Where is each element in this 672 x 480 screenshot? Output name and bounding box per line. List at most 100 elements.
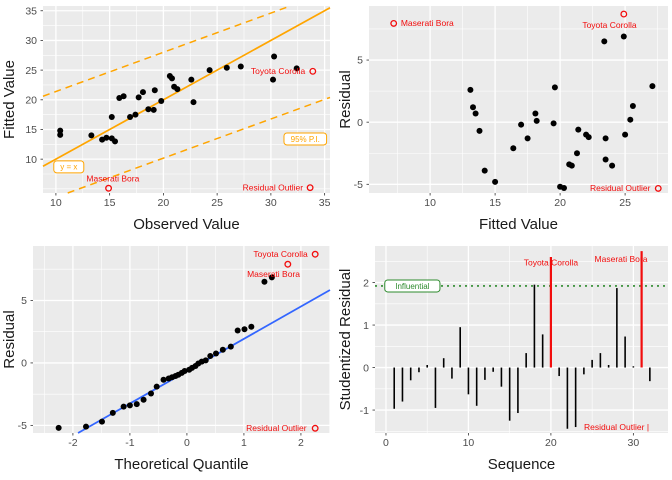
- y-axis-title: Fitted Value: [1, 60, 18, 139]
- data-point: [629, 103, 636, 110]
- grid-layer: [375, 246, 668, 433]
- reference-line: [42, 7, 331, 168]
- y-tick-label: 0: [21, 358, 27, 370]
- panel-residual-vs-fitted: 10 15 20 25 -5 0 5 Maserati Bora Toyota Corolla R…: [336, 0, 672, 240]
- x-tick-label: -1: [125, 437, 134, 449]
- x-tick-label: 10: [50, 197, 62, 209]
- x-tick-label: 20: [545, 437, 557, 449]
- x-tick-label: 20: [554, 197, 566, 209]
- data-point: [126, 402, 133, 409]
- data-point: [293, 65, 300, 72]
- data-point: [135, 94, 142, 101]
- y-tick-label: -5: [18, 420, 27, 432]
- x-tick-label: 15: [104, 197, 116, 209]
- data-point: [574, 150, 580, 157]
- data-point: [585, 134, 592, 141]
- outlier-marker: [620, 10, 628, 18]
- legend-marker: [654, 184, 662, 192]
- y-tick-label: 5: [21, 295, 27, 307]
- y-tick-label: 20: [25, 94, 37, 106]
- data-point: [518, 121, 525, 128]
- x-axis-title: Observed Value: [133, 216, 239, 233]
- outlier-label: Toyota Corolla: [253, 249, 308, 259]
- y-tick-label: 10: [25, 154, 37, 166]
- x-tick-label: 25: [619, 197, 631, 209]
- data-point: [88, 132, 95, 139]
- data-point: [150, 106, 157, 113]
- outlier-label: Toyota Corolla: [582, 20, 637, 30]
- plot-background: [375, 246, 668, 433]
- outlier-label: Maserati Bora: [247, 269, 300, 279]
- data-point: [174, 86, 181, 93]
- x-tick-label: 30: [265, 197, 277, 209]
- x-tick-label: 20: [158, 197, 170, 209]
- data-point: [148, 390, 155, 397]
- legend-label: Residual Outlier: [246, 423, 307, 433]
- y-axis-title: Residual: [337, 70, 354, 128]
- data-point: [271, 53, 278, 60]
- points-layer: [467, 33, 656, 192]
- legend-label: Residual Outlier: [590, 183, 651, 193]
- y-tick-label: 2: [363, 277, 369, 289]
- grid-layer: [33, 246, 330, 433]
- y-tick-label: 0: [357, 117, 363, 129]
- data-point: [609, 162, 616, 169]
- axis-layer: 10 15 20 25 -5 0 5: [354, 55, 631, 209]
- outlier-label: Maserati Bora: [401, 18, 454, 28]
- legend-label: Residual Outlier: [243, 182, 304, 192]
- data-point: [181, 368, 188, 375]
- data-point: [132, 111, 139, 118]
- data-point: [532, 110, 539, 117]
- data-point: [470, 104, 476, 111]
- data-point: [602, 135, 609, 142]
- panel-studentized-residual-sequence: 0 10 20 30 -1 0 1 2 Toyota Corolla Maserati Bora R…: [336, 240, 672, 480]
- data-point: [188, 76, 195, 83]
- data-point: [237, 63, 244, 70]
- data-point: [153, 383, 160, 390]
- data-point: [550, 120, 557, 127]
- annotation-box-frame: [384, 279, 441, 293]
- data-point: [476, 127, 483, 134]
- y-tick-label: 35: [25, 5, 37, 17]
- data-point: [551, 84, 558, 91]
- prediction-interval-line: [42, 5, 291, 97]
- data-point: [83, 423, 90, 430]
- y-tick-label: 1: [363, 320, 369, 332]
- data-point: [223, 64, 230, 71]
- axis-layer: -2 -1 0 1 2 -5 0 5: [18, 295, 304, 449]
- data-point: [601, 38, 608, 45]
- legend-marker: [311, 424, 319, 432]
- x-tick-label: 2: [298, 437, 304, 449]
- x-tick-label: 0: [184, 437, 190, 449]
- data-point: [219, 346, 226, 353]
- plot-background: [369, 6, 668, 193]
- data-point: [649, 83, 656, 90]
- data-point: [202, 357, 209, 364]
- x-tick-label: -2: [68, 437, 77, 449]
- data-point: [108, 114, 115, 121]
- data-point: [109, 409, 116, 416]
- x-axis-title: Fitted Value: [479, 216, 558, 233]
- annotation-box: y = x: [53, 160, 85, 174]
- data-point: [207, 353, 214, 360]
- annotation-box-label: Influential: [395, 282, 429, 291]
- data-point: [261, 278, 268, 285]
- data-point: [212, 350, 219, 357]
- data-point: [481, 167, 488, 174]
- outlier-marker: [105, 184, 113, 192]
- data-point: [120, 403, 127, 410]
- residual-vs-fitted-chart: 10 15 20 25 -5 0 5 Maserati Bora Toyota Corolla R…: [337, 6, 668, 233]
- data-point: [190, 99, 197, 106]
- outlier-marker: [390, 19, 398, 27]
- data-point: [168, 75, 175, 82]
- data-point: [158, 97, 165, 104]
- data-point: [151, 87, 158, 94]
- x-tick-label: 1: [241, 437, 247, 449]
- data-point: [103, 134, 110, 141]
- data-point: [120, 93, 127, 100]
- panel-observed-vs-fitted: 10 15 20 25 30 35 10 15 20 25 30 35 Toyota Corolla Ma…: [0, 0, 336, 240]
- x-axis-title: Sequence: [488, 456, 556, 473]
- y-tick-label: -1: [360, 405, 369, 417]
- y-tick-label: 25: [25, 65, 37, 77]
